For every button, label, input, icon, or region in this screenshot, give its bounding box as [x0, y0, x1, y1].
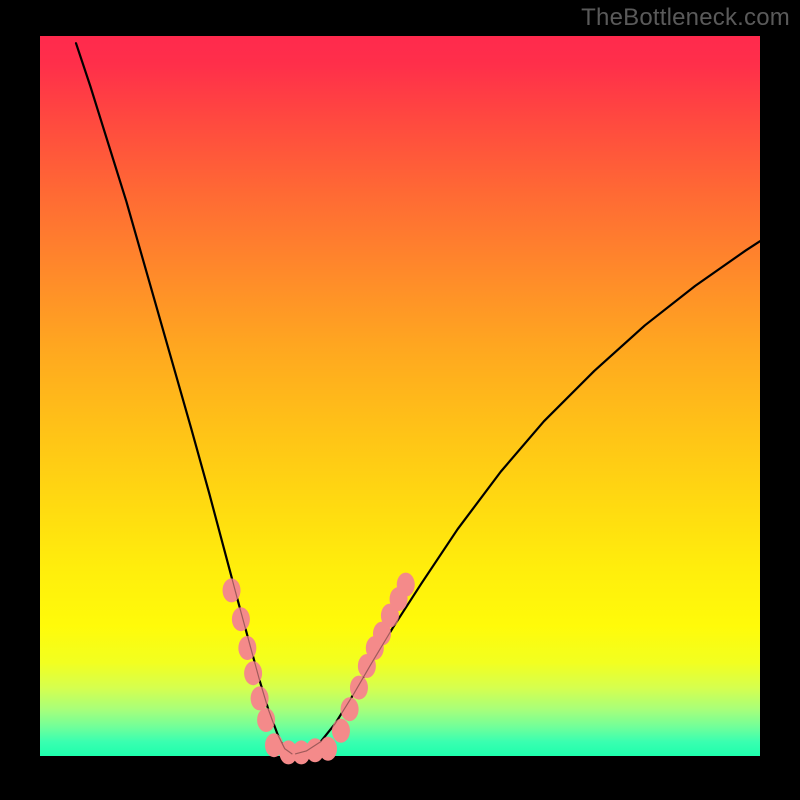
- chart-root: TheBottleneck.com: [0, 0, 800, 800]
- plot-gradient: [40, 36, 760, 756]
- chart-svg: [0, 0, 800, 800]
- dot-marker: [332, 719, 350, 743]
- watermark-text: TheBottleneck.com: [581, 4, 790, 32]
- dot-marker: [251, 686, 269, 710]
- dot-marker: [397, 573, 415, 597]
